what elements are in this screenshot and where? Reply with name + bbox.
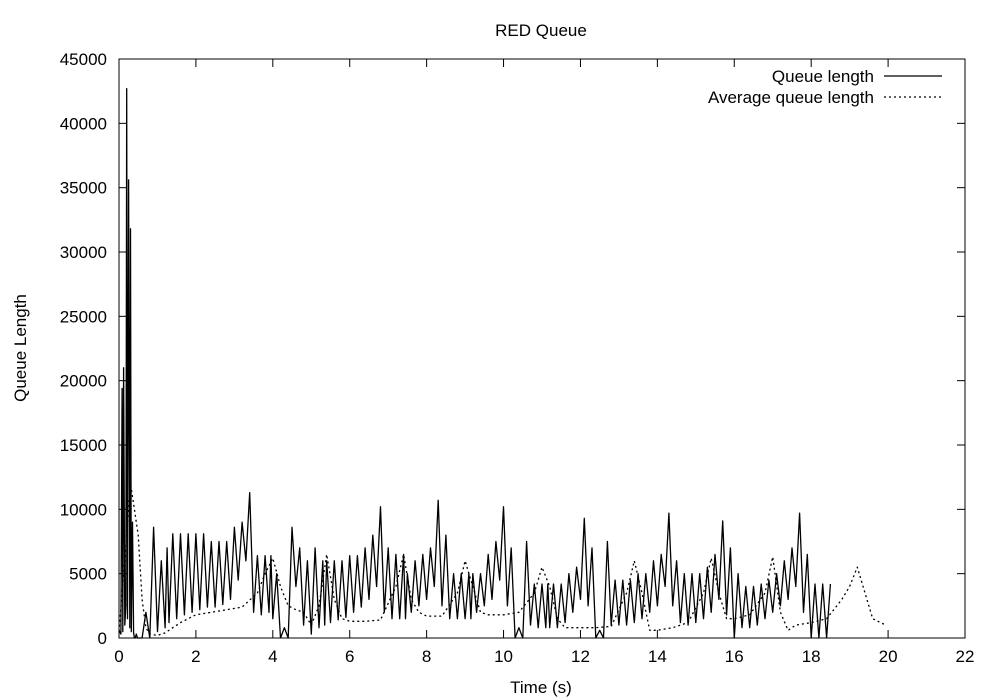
series-line-average-queue-length: [118, 482, 887, 637]
x-tick-label: 20: [879, 647, 898, 666]
y-tick-label: 5000: [69, 565, 107, 584]
x-tick-label: 0: [114, 647, 123, 666]
y-axis-title: Queue Length: [11, 294, 30, 402]
y-tick-label: 30000: [60, 243, 107, 262]
y-tick-label: 20000: [60, 372, 107, 391]
series-line-queue-length: [118, 87, 832, 639]
y-tick-label: 10000: [60, 500, 107, 519]
x-tick-label: 18: [802, 647, 821, 666]
y-tick-label: 0: [98, 629, 107, 648]
x-tick-label: 2: [191, 647, 200, 666]
x-tick-label: 8: [422, 647, 431, 666]
series-layer: [118, 87, 887, 639]
x-axis-title: Time (s): [510, 678, 572, 697]
x-tick-label: 10: [494, 647, 513, 666]
y-axis: 0 5000 10000 15000 20000 25000 30000 35000 40000…: [60, 50, 965, 648]
legend-label-queue-length: Queue length: [772, 67, 874, 86]
y-tick-label: 25000: [60, 307, 107, 326]
x-tick-label: 12: [571, 647, 590, 666]
x-axis: 0 2 4 6 8 10 12 14 16 18 20 22: [114, 59, 974, 666]
y-tick-label: 35000: [60, 179, 107, 198]
legend-label-average-queue-length: Average queue length: [708, 88, 874, 107]
legend: Queue length Average queue length: [708, 67, 942, 107]
x-tick-label: 6: [345, 647, 354, 666]
y-tick-label: 15000: [60, 436, 107, 455]
chart-title: RED Queue: [495, 21, 587, 40]
plot-frame: [118, 58, 966, 639]
x-tick-label: 4: [268, 647, 277, 666]
x-tick-label: 16: [725, 647, 744, 666]
x-tick-label: 14: [648, 647, 667, 666]
x-tick-label: 22: [956, 647, 975, 666]
y-tick-label: 40000: [60, 114, 107, 133]
y-tick-label: 45000: [60, 50, 107, 69]
